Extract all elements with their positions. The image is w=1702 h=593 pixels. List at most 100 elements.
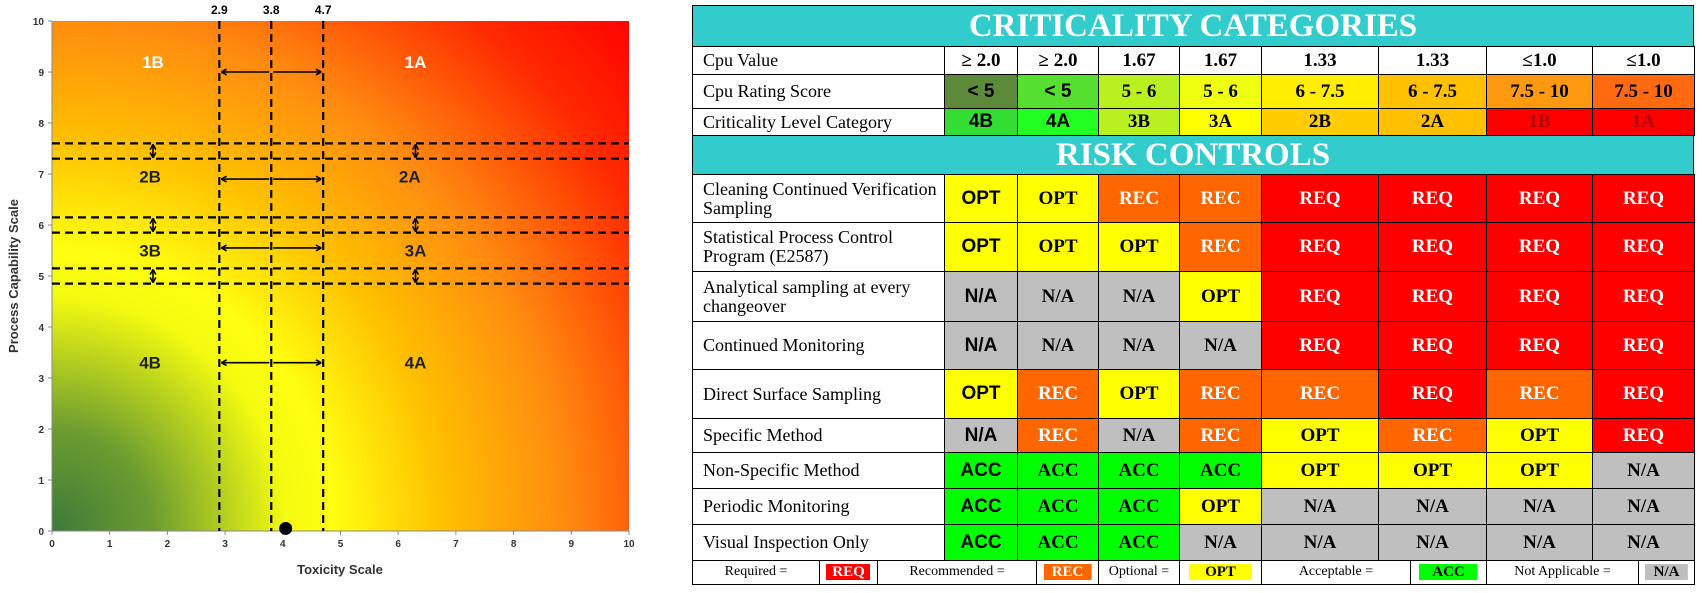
control-cell: ACC — [944, 452, 1018, 489]
region-label: 4B — [139, 354, 161, 373]
header-cell: 7.5 - 10 — [1486, 74, 1593, 109]
control-cell: REQ — [1486, 174, 1593, 223]
y-tick-label: 4 — [38, 323, 44, 334]
arrow-head — [411, 268, 420, 275]
control-cell: ACC — [1017, 452, 1099, 489]
legend-label: Required = — [692, 560, 820, 585]
x-tick-label: 2 — [165, 539, 171, 550]
region-label: 1B — [142, 53, 164, 72]
x-tick-label: 1 — [107, 539, 113, 550]
control-cell: ACC — [1098, 524, 1180, 561]
header-cell: ≤1.0 — [1486, 46, 1593, 75]
legend-swatch: N/A — [1638, 560, 1695, 585]
control-cell: REQ — [1486, 321, 1593, 370]
arrow-head — [411, 226, 420, 233]
control-cell: N/A — [1592, 488, 1695, 525]
control-cell: REC — [1179, 369, 1262, 419]
y-tick-label: 8 — [38, 119, 44, 130]
arrow-head — [149, 217, 157, 224]
control-cell: REQ — [1378, 271, 1487, 322]
x-tick-label: 6 — [395, 539, 401, 550]
control-cell: REQ — [1486, 271, 1593, 322]
control-cell: ACC — [1098, 452, 1180, 489]
header-cell: 1.67 — [1179, 46, 1262, 75]
header-cell: 3A — [1179, 108, 1262, 136]
legend-label: Recommended = — [877, 560, 1037, 585]
control-cell: N/A — [1261, 488, 1379, 525]
header-cell: ≥ 2.0 — [1017, 46, 1099, 75]
control-cell: N/A — [1486, 488, 1593, 525]
control-cell: OPT — [1017, 174, 1099, 223]
row-label: Criticality Level Category — [692, 108, 945, 136]
control-cell: N/A — [1179, 321, 1262, 370]
row-label: Cleaning Continued Verification Sampling — [692, 174, 945, 223]
y-tick-label: 2 — [38, 425, 44, 436]
control-cell: ACC — [1017, 488, 1099, 525]
control-cell: OPT — [1179, 271, 1262, 322]
control-cell: REQ — [1378, 222, 1487, 272]
control-cell: N/A — [1378, 488, 1487, 525]
x-tick-label: 5 — [338, 539, 344, 550]
row-label: Periodic Monitoring — [692, 488, 945, 525]
control-cell: REQ — [1592, 369, 1695, 419]
arrow-head — [315, 359, 322, 367]
threshold-label: 2.9 — [211, 3, 228, 17]
control-cell: OPT — [1017, 222, 1099, 272]
header-cell: < 5 — [1017, 74, 1099, 109]
header-cell: 1.67 — [1098, 46, 1180, 75]
header-cell: 6 - 7.5 — [1261, 74, 1379, 109]
control-cell: OPT — [1098, 369, 1180, 419]
control-cell: N/A — [1592, 452, 1695, 489]
control-cell: REC — [1179, 174, 1262, 223]
arrow-head — [315, 175, 322, 183]
y-tick-label: 7 — [38, 170, 44, 181]
control-cell: ACC — [1017, 524, 1099, 561]
arrow-head — [411, 144, 420, 151]
control-cell: REC — [1179, 418, 1262, 453]
header-cell: 7.5 - 10 — [1592, 74, 1695, 109]
control-cell: OPT — [944, 222, 1018, 272]
row-label: Non-Specific Method — [692, 452, 945, 489]
header-cell: 6 - 7.5 — [1378, 74, 1487, 109]
y-tick-label: 5 — [38, 272, 44, 283]
header-cell: 1B — [1486, 108, 1593, 136]
threshold-label: 3.8 — [263, 3, 280, 17]
point — [279, 521, 293, 535]
control-cell: REQ — [1592, 222, 1695, 272]
header-cell: 5 - 6 — [1098, 74, 1180, 109]
control-cell: REQ — [1486, 222, 1593, 272]
x-tick-label: 4 — [280, 539, 286, 550]
x-tick-label: 9 — [569, 539, 575, 550]
row-label: Cpu Value — [692, 46, 945, 75]
region-label: 4A — [405, 354, 427, 373]
control-cell: N/A — [1017, 321, 1099, 370]
header-cell: 4A — [1017, 108, 1099, 136]
control-cell: REQ — [1261, 321, 1379, 370]
control-cell: N/A — [1017, 271, 1099, 322]
header-cell: 4B — [944, 108, 1018, 136]
arrow-head — [149, 144, 157, 151]
control-cell: ACC — [944, 488, 1018, 525]
arrow-head — [220, 68, 227, 76]
control-cell: N/A — [1378, 524, 1487, 561]
control-cell: N/A — [1179, 524, 1262, 561]
legend-swatch: REC — [1036, 560, 1099, 585]
control-cell: OPT — [1179, 488, 1262, 525]
control-cell: OPT — [944, 174, 1018, 223]
control-cell: REQ — [1592, 271, 1695, 322]
control-cell: N/A — [1098, 321, 1180, 370]
arrow-head — [149, 152, 157, 159]
x-tick-label: 3 — [222, 539, 228, 550]
control-cell: N/A — [1261, 524, 1379, 561]
region-label: 3A — [405, 242, 427, 261]
control-cell: OPT — [1486, 452, 1593, 489]
row-label: Direct Surface Sampling — [692, 369, 945, 419]
y-tick-label: 6 — [38, 221, 44, 232]
control-cell: REQ — [1261, 222, 1379, 272]
arrow-head — [315, 68, 322, 76]
control-cell: ACC — [1179, 452, 1262, 489]
control-cell: OPT — [1378, 452, 1487, 489]
header-cell: 3B — [1098, 108, 1180, 136]
header-cell: 1.33 — [1261, 46, 1379, 75]
